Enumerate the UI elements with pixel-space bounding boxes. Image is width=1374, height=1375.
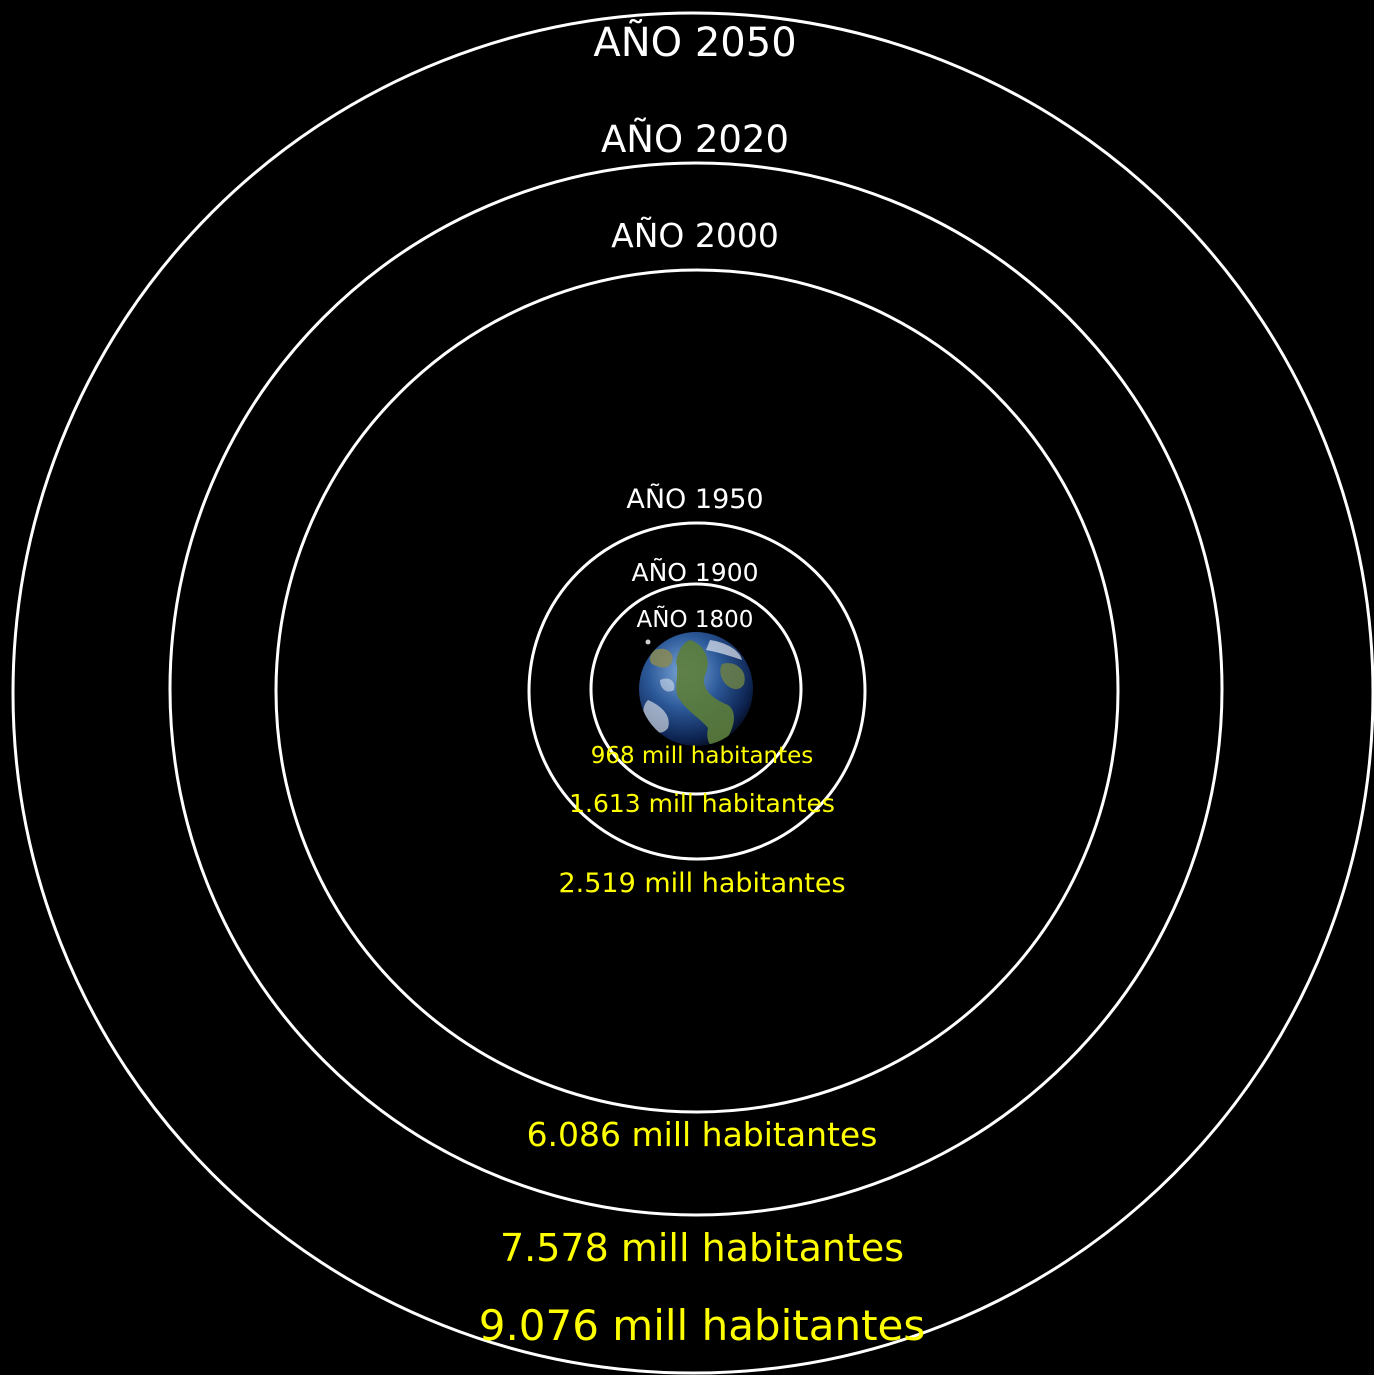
earth-globe-icon [639,632,753,746]
year-label-2000: AÑO 2000 [611,216,779,255]
population-label-2050: 9.076 mill habitantes [479,1301,926,1350]
ring-2050 [11,11,1374,1375]
year-label-2050: AÑO 2050 [593,18,796,66]
ring-2000 [274,268,1120,1114]
population-label-1800: 968 mill habitantes [591,743,814,769]
population-label-2020: 7.578 mill habitantes [500,1226,904,1270]
population-label-1950: 2.519 mill habitantes [558,868,845,899]
year-label-1950: AÑO 1950 [626,483,763,515]
ring-2020 [168,161,1224,1217]
ring-1950 [527,521,867,861]
year-label-1900: AÑO 1900 [631,557,758,587]
ring-1900 [589,582,803,796]
population-label-1900: 1.613 mill habitantes [569,789,835,818]
year-label-1800: AÑO 1800 [637,605,754,633]
moon-dot [645,639,651,645]
year-label-2020: AÑO 2020 [601,117,789,161]
population-label-2000: 6.086 mill habitantes [527,1115,878,1154]
